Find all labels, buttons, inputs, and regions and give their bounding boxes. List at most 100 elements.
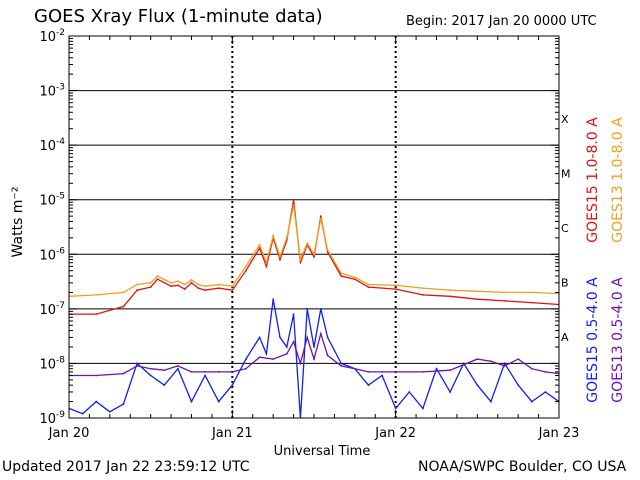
data-point (353, 367, 356, 370)
data-point (149, 367, 152, 370)
y-tick-label: 10-5 (39, 192, 65, 209)
data-point (326, 249, 329, 251)
flare-class-label: A (561, 331, 569, 344)
data-point (258, 336, 261, 339)
chart-title: GOES Xray Flux (1-minute data) (34, 6, 323, 27)
credit-label: NOAA/SWPC Boulder, CO USA (418, 459, 627, 475)
data-point (245, 265, 247, 268)
data-point (279, 258, 281, 261)
data-point (122, 403, 125, 405)
data-point (204, 370, 207, 373)
grid-lines (69, 36, 559, 418)
data-point (176, 280, 179, 283)
data-point (292, 198, 295, 201)
series-line-2 (69, 299, 559, 418)
data-point (231, 289, 234, 292)
data-point (265, 265, 268, 268)
data-point (381, 374, 383, 377)
data-point (265, 261, 268, 264)
data-point (530, 301, 533, 304)
y-tick-label: 10-4 (39, 137, 65, 154)
data-point (122, 291, 125, 294)
data-point (149, 281, 152, 284)
data-point (449, 295, 452, 298)
data-point (319, 215, 322, 218)
data-point (108, 410, 111, 413)
legend-entry-1: GOES13 1.0-8.0 A (610, 117, 626, 243)
data-point (367, 370, 370, 373)
data-point (421, 370, 424, 373)
data-point (313, 253, 315, 256)
data-point (149, 286, 152, 289)
data-point (204, 289, 207, 292)
data-point (183, 283, 186, 286)
data-point (476, 298, 479, 301)
data-point (421, 294, 424, 296)
data-point (340, 365, 343, 367)
data-point (245, 269, 247, 272)
data-point (217, 283, 220, 286)
updated-timestamp: Updated 2017 Jan 22 23:59:12 UTC (2, 459, 250, 475)
data-point (183, 288, 186, 291)
data-point (217, 287, 220, 290)
data-point (136, 365, 138, 367)
data-point (272, 298, 275, 301)
series-line-3 (69, 331, 559, 377)
data-point (122, 372, 125, 375)
data-point (306, 307, 309, 310)
data-point (272, 234, 275, 237)
data-point (95, 400, 98, 403)
data-point (490, 400, 492, 403)
data-point (530, 400, 533, 403)
legend-entry-0: GOES15 1.0-8.0 A (585, 117, 601, 243)
series-line-1 (69, 204, 559, 297)
data-point (326, 336, 329, 339)
data-point (170, 285, 172, 288)
data-point (306, 336, 309, 339)
data-point (95, 374, 98, 377)
data-point (299, 258, 302, 261)
data-point (136, 289, 138, 292)
data-point (394, 370, 397, 373)
data-point (490, 360, 492, 363)
y-tick-label: 10-3 (39, 83, 65, 100)
data-point (319, 307, 322, 310)
data-point (122, 305, 125, 308)
series-line-0 (69, 199, 559, 315)
data-point (517, 358, 520, 361)
data-point (503, 365, 506, 367)
data-point (299, 261, 302, 264)
data-point (313, 358, 315, 361)
data-point (353, 278, 356, 281)
data-point (449, 391, 452, 393)
data-point (265, 352, 268, 355)
data-point (306, 242, 309, 245)
data-point (299, 362, 302, 365)
data-point (544, 370, 547, 373)
data-point (394, 288, 397, 291)
data-point (170, 281, 172, 284)
data-point (245, 367, 247, 370)
data-point (136, 283, 138, 286)
flare-class-label: X (561, 113, 569, 126)
data-point (530, 367, 533, 370)
data-point (156, 275, 159, 277)
y-tick-label: 10-2 (39, 28, 65, 45)
data-point (340, 272, 343, 275)
data-point (190, 370, 193, 373)
data-point (217, 400, 220, 403)
x-tick-label: Jan 20 (48, 426, 90, 441)
data-point (408, 391, 411, 393)
data-point (204, 374, 207, 377)
data-point (95, 294, 98, 296)
data-point (231, 384, 234, 387)
data-point (340, 275, 343, 277)
flare-class-label: C (561, 222, 569, 235)
data-point (156, 278, 159, 281)
data-point (530, 291, 533, 294)
data-point (190, 400, 193, 403)
data-point (421, 287, 424, 290)
data-point (292, 204, 295, 206)
data-point (367, 286, 370, 289)
